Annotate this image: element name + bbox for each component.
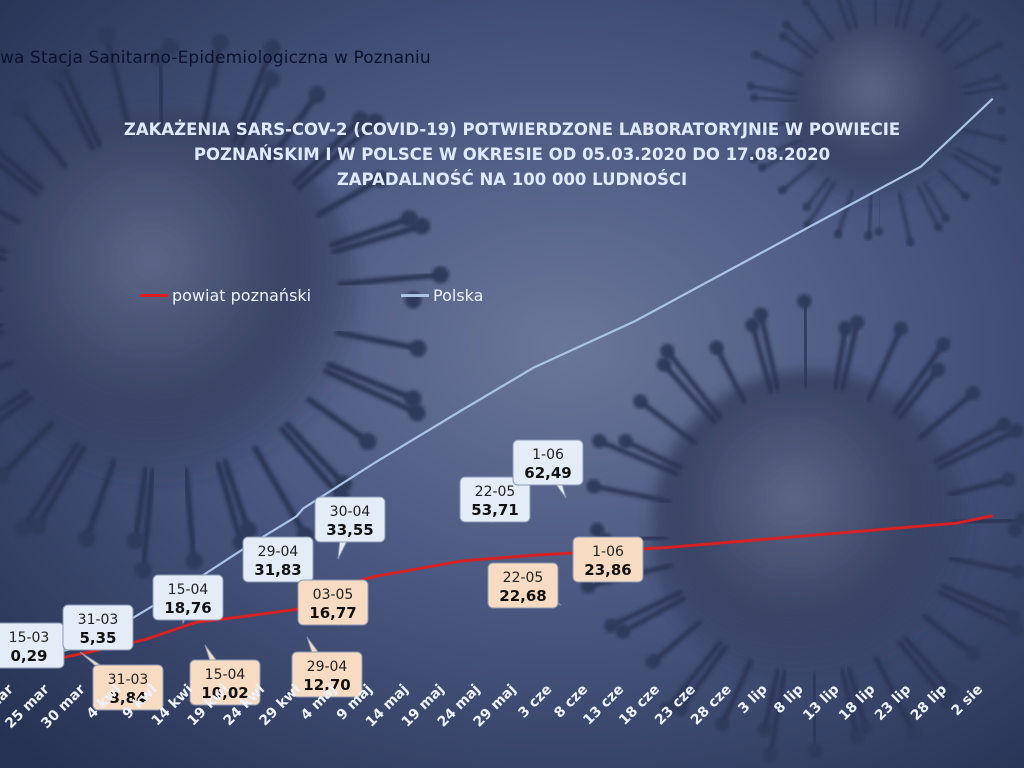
- callout-value: 53,71: [471, 501, 518, 519]
- virus-decoration: [581, 294, 1024, 763]
- callout-date: 22-05: [475, 484, 516, 500]
- x-tick-label: 3 cze: [515, 682, 555, 722]
- x-tick-label: 23 lip: [872, 682, 914, 724]
- legend-item-powiat: powiat poznański: [140, 286, 311, 305]
- callout-value: 5,35: [79, 629, 116, 647]
- legend-swatch-polska: [401, 294, 429, 297]
- callout-value: 18,76: [164, 599, 211, 617]
- virus-decoration: [746, 0, 1009, 247]
- callout-date: 1-06: [592, 544, 624, 560]
- chart-title-line-2: POZNAŃSKIM I W POLSCE W OKRESIE OD 05.03…: [193, 145, 831, 164]
- x-tick-label: 2 sie: [948, 682, 986, 720]
- callout-value: 22,68: [499, 587, 546, 605]
- callout-date: 22-05: [503, 570, 544, 586]
- callout-value: 33,55: [326, 521, 373, 539]
- organization-name: wa Stacja Sanitarno-Epidemiologiczna w P…: [0, 48, 431, 68]
- callout-date: 29-04: [307, 659, 348, 675]
- x-tick-label: 13 lip: [800, 682, 842, 724]
- callout-date: 29-04: [258, 544, 299, 560]
- legend-item-polska: Polska: [401, 286, 483, 305]
- callout-value: 10,02: [201, 684, 248, 702]
- callout-date: 30-04: [330, 504, 371, 520]
- callout-value: 0,29: [10, 647, 47, 665]
- x-tick-label: 28 lip: [908, 682, 950, 724]
- callout-value: 23,86: [584, 561, 631, 579]
- callout-date: 03-05: [313, 587, 354, 603]
- chart-title-line-3: ZAPADALNOŚĆ NA 100 000 LUDNOŚCI: [336, 170, 688, 189]
- callout-value: 16,77: [309, 604, 356, 622]
- callout-polska-15-03: 15-030,29: [0, 622, 65, 669]
- chart-title: ZAKAŻENIA SARS-COV-2 (COVID-19) POTWIERD…: [0, 117, 1024, 192]
- callout-value: 62,49: [524, 464, 571, 482]
- x-tick-label: 18 lip: [836, 682, 878, 724]
- chart-legend: powiat poznański Polska: [0, 286, 1024, 310]
- chart-title-line-1: ZAKAŻENIA SARS-COV-2 (COVID-19) POTWIERD…: [123, 120, 901, 139]
- callout-powiat-31-03: 31-033,84: [79, 651, 164, 711]
- callout-date: 31-03: [78, 612, 119, 628]
- callout-value: 12,70: [303, 676, 350, 694]
- callout-value: 3,84: [109, 689, 146, 707]
- callout-polska-31-03: 31-035,35: [62, 604, 134, 651]
- callout-date: 15-04: [205, 667, 246, 683]
- x-tick-label: 28 cze: [688, 682, 735, 729]
- legend-label-powiat: powiat poznański: [172, 286, 312, 305]
- legend-label-polska: Polska: [433, 286, 484, 305]
- callout-date: 31-03: [108, 672, 149, 688]
- callout-value: 31,83: [254, 561, 301, 579]
- x-tick-label: 3 lip: [735, 682, 771, 718]
- callout-date: 15-03: [9, 630, 50, 646]
- callout-date: 15-04: [168, 582, 209, 598]
- callout-date: 1-06: [532, 447, 564, 463]
- legend-swatch-powiat: [140, 294, 168, 297]
